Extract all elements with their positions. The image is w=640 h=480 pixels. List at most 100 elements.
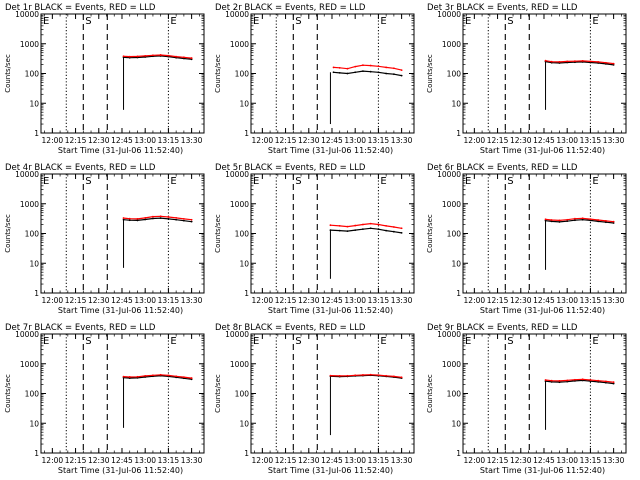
x-tick-label: 12:00 bbox=[252, 136, 274, 145]
y-tick-label: 1000 bbox=[442, 360, 461, 369]
plot-frame bbox=[40, 173, 205, 294]
x-tick-label: 12:30 bbox=[510, 456, 532, 465]
series-line-events bbox=[123, 375, 192, 380]
data-point-lld bbox=[604, 220, 607, 222]
data-point-events bbox=[338, 71, 341, 74]
x-tick-label: 12:30 bbox=[88, 136, 110, 145]
x-tick-label: 12:15 bbox=[487, 296, 509, 305]
data-point-lld bbox=[385, 225, 388, 227]
y-tick-label: 10 bbox=[239, 99, 249, 108]
y-tick-label: 100 bbox=[447, 230, 462, 239]
data-point-events bbox=[589, 219, 592, 222]
chart-panel-9: Det 9r BLACK = Events, RED = LLD 1 10 100 10… bbox=[426, 323, 627, 475]
data-point-lld bbox=[589, 218, 592, 220]
series-line-lld bbox=[330, 222, 402, 229]
plot-frame bbox=[462, 333, 627, 454]
series-line-events bbox=[545, 219, 614, 224]
data-point-lld bbox=[362, 64, 364, 67]
data-point-events bbox=[362, 228, 364, 231]
x-axis-label: Start Time (31-Jul-06 11:52:40) bbox=[268, 466, 393, 475]
marker-label: S bbox=[507, 176, 513, 187]
data-point-lld bbox=[338, 375, 341, 377]
x-tick-label: 12:30 bbox=[88, 296, 110, 305]
data-point-events bbox=[550, 220, 553, 223]
x-tick-label: 12:30 bbox=[298, 296, 320, 305]
data-point-events bbox=[159, 217, 162, 219]
y-tick-label: 100 bbox=[235, 70, 250, 79]
y-tick-label: 1000 bbox=[230, 360, 249, 369]
plot-frame bbox=[40, 333, 205, 454]
x-tick-label: 13:15 bbox=[368, 456, 390, 465]
data-point-events bbox=[122, 218, 125, 221]
marker-label: E bbox=[465, 336, 471, 347]
plot-frame bbox=[250, 333, 415, 454]
y-tick-label: 10000 bbox=[15, 10, 39, 19]
data-point-events bbox=[354, 229, 357, 232]
y-tick-label: 10 bbox=[239, 419, 249, 428]
x-tick-label: 12:45 bbox=[111, 136, 133, 145]
data-point-lld bbox=[574, 378, 576, 381]
x-tick-label: 12:15 bbox=[487, 456, 509, 465]
x-axis-label: Start Time (31-Jul-06 11:52:40) bbox=[58, 306, 183, 315]
data-point-lld bbox=[589, 60, 592, 63]
data-point-events bbox=[544, 219, 547, 222]
y-tick-label: 1000 bbox=[442, 200, 461, 209]
data-point-lld bbox=[144, 216, 147, 219]
data-point-lld bbox=[612, 62, 615, 65]
data-point-lld bbox=[122, 55, 125, 58]
data-point-events bbox=[182, 219, 185, 222]
marker-label: S bbox=[85, 336, 91, 347]
x-tick-label: 13:30 bbox=[603, 456, 625, 465]
data-point-lld bbox=[550, 60, 553, 63]
data-point-lld bbox=[392, 375, 395, 378]
data-point-lld bbox=[346, 225, 349, 228]
x-tick-label: 12:00 bbox=[42, 296, 64, 305]
marker-label: E bbox=[253, 176, 259, 187]
marker-label: E bbox=[43, 16, 49, 27]
x-tick-label: 13:00 bbox=[134, 456, 156, 465]
data-point-lld bbox=[159, 54, 162, 56]
data-point-lld bbox=[190, 218, 193, 221]
series-line-lld bbox=[333, 64, 402, 71]
y-axis-label: Counts/sec bbox=[4, 214, 12, 253]
data-point-lld bbox=[566, 218, 569, 221]
y-tick-label: 10 bbox=[451, 259, 461, 268]
x-tick-label: 13:15 bbox=[580, 296, 602, 305]
data-point-events bbox=[597, 381, 600, 383]
y-tick-label: 1 bbox=[34, 449, 39, 458]
x-tick-label: 12:45 bbox=[321, 136, 343, 145]
y-tick-label: 100 bbox=[235, 390, 250, 399]
data-point-events bbox=[392, 73, 395, 76]
series-line-lld bbox=[123, 374, 192, 379]
series-line-lld bbox=[545, 60, 614, 65]
data-point-lld bbox=[574, 60, 576, 63]
data-point-lld bbox=[385, 374, 388, 377]
data-point-lld bbox=[385, 66, 388, 69]
y-tick-label: 1000 bbox=[20, 200, 39, 209]
data-point-lld bbox=[597, 61, 600, 63]
x-tick-label: 12:00 bbox=[252, 456, 274, 465]
chart-panel-1: Det 1r BLACK = Events, RED = LLD 1 10 100 10… bbox=[4, 3, 205, 155]
data-point-lld bbox=[377, 223, 380, 226]
data-point-events bbox=[392, 230, 395, 233]
y-tick-label: 10 bbox=[451, 419, 461, 428]
marker-label: E bbox=[592, 336, 598, 347]
x-tick-label: 12:15 bbox=[65, 136, 87, 145]
data-point-lld bbox=[159, 215, 162, 218]
data-point-events bbox=[346, 72, 349, 75]
plot-frame bbox=[250, 173, 415, 294]
marker-label: S bbox=[295, 176, 301, 187]
data-point-lld bbox=[128, 376, 131, 378]
data-point-lld bbox=[369, 373, 372, 376]
y-tick-label: 10000 bbox=[15, 330, 39, 339]
data-point-events bbox=[190, 58, 193, 61]
x-tick-label: 13:15 bbox=[158, 456, 180, 465]
data-point-lld bbox=[329, 224, 332, 227]
data-point-events bbox=[597, 220, 600, 223]
x-tick-label: 13:15 bbox=[580, 456, 602, 465]
data-point-lld bbox=[182, 217, 185, 220]
marker-label: S bbox=[295, 16, 301, 27]
data-point-lld bbox=[190, 377, 193, 379]
data-point-lld bbox=[338, 225, 341, 227]
data-point-lld bbox=[574, 217, 576, 220]
